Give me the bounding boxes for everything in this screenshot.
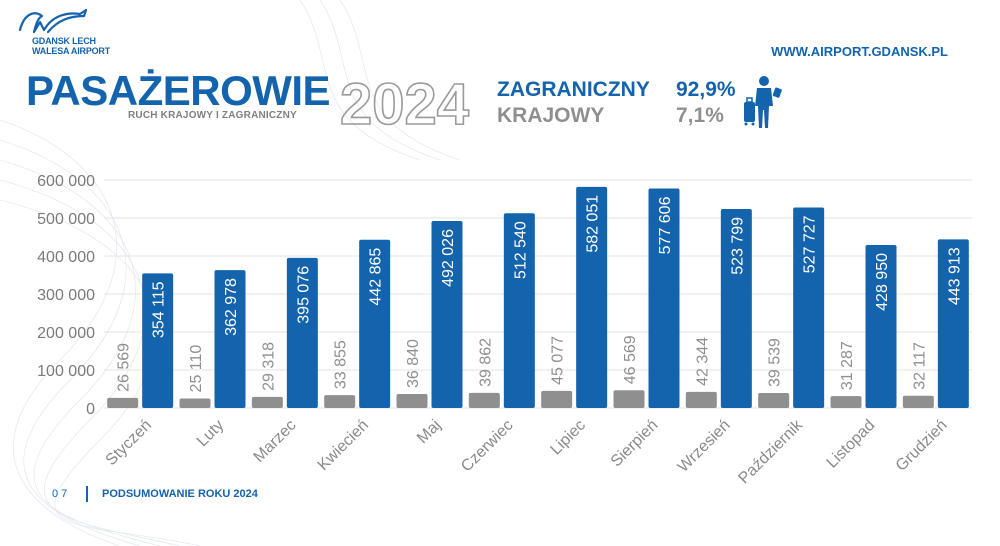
x-tick-label: Luty [194, 417, 227, 450]
bar-domestic [251, 396, 283, 408]
page-title: PASAŻEROWIE [26, 67, 331, 114]
bar-international [142, 273, 174, 408]
bar-domestic [107, 397, 139, 408]
bar-domestic [902, 395, 934, 408]
page-subtitle: RUCH KRAJOWY I ZAGRANICZNY [128, 110, 297, 121]
domestic-label: KRAJOWY [497, 104, 605, 127]
international-percentage: 92,9% [676, 78, 736, 101]
bar-international [359, 239, 391, 408]
data-label-international: 577 606 [657, 196, 674, 254]
logo-line-2: WALESA AIRPORT [32, 46, 111, 56]
data-label-international: 527 727 [802, 215, 819, 273]
bar-domestic [179, 398, 211, 408]
x-tick-label: Listopad [824, 417, 879, 472]
year-outline: 2024 [340, 72, 470, 134]
bar-international [648, 188, 680, 408]
data-label-domestic: 42 344 [694, 337, 711, 386]
x-tick-label: Sierpień [608, 417, 662, 471]
bar-international [431, 221, 463, 408]
data-label-international: 428 950 [874, 253, 891, 311]
data-label-international: 443 913 [946, 247, 963, 305]
x-tick-label: Wrzesień [675, 417, 734, 476]
data-label-international: 582 051 [585, 195, 602, 253]
y-tick-label: 0 [86, 401, 95, 418]
bar-international [720, 208, 752, 408]
airport-logo-mark-icon [18, 8, 88, 34]
bar-international [793, 207, 825, 408]
traveler-with-suitcase-icon [744, 76, 782, 128]
x-tick-label: Styczeń [103, 417, 155, 469]
international-label: ZAGRANICZNY [497, 78, 650, 101]
data-label-domestic: 25 110 [188, 345, 205, 393]
data-label-domestic: 39 539 [767, 338, 784, 387]
airport-logo: GDANSK LECH WALESA AIRPORT [10, 8, 120, 56]
data-label-international: 354 115 [151, 281, 168, 338]
bar-international [576, 186, 608, 408]
logo-line-1: GDANSK LECH [32, 36, 96, 46]
data-label-domestic: 32 117 [911, 342, 928, 390]
bar-domestic [541, 390, 573, 408]
x-tick-label: Październik [735, 416, 806, 487]
bar-domestic [758, 392, 790, 408]
x-tick-label: Marzec [251, 417, 300, 466]
data-label-domestic: 26 569 [116, 343, 133, 392]
data-label-international: 395 076 [295, 266, 312, 324]
passengers-bar-chart: 0 100 000 200 000 300 000 400 000 500 000 600 … [37, 173, 972, 487]
data-label-domestic: 29 318 [260, 342, 277, 391]
x-tick-label: Kwiecień [315, 417, 372, 474]
bar-international [865, 244, 897, 408]
footer-divider [86, 486, 88, 502]
domestic-percentage: 7,1% [676, 104, 724, 127]
bar-international [214, 270, 246, 408]
x-tick-label: Lipiec [547, 417, 589, 459]
data-label-international: 442 865 [368, 248, 385, 306]
data-label-domestic: 45 077 [550, 336, 567, 385]
bar-international [503, 213, 535, 408]
bar-international [286, 257, 318, 408]
x-tick-label: Maj [414, 417, 444, 447]
x-tick-label: Czerwiec [458, 417, 517, 476]
data-label-domestic: 31 287 [839, 341, 856, 390]
footer-title: PODSUMOWANIE ROKU 2024 [102, 488, 258, 500]
bar-domestic [324, 395, 356, 408]
y-tick-label: 300 000 [37, 287, 95, 304]
y-tick-label: 100 000 [37, 363, 95, 380]
website-url[interactable]: WWW.AIRPORT.GDANSK.PL [771, 44, 948, 59]
bar-domestic [613, 390, 645, 408]
data-label-international: 362 978 [223, 278, 240, 336]
data-label-domestic: 39 862 [477, 338, 494, 387]
bar-domestic [468, 392, 500, 408]
y-tick-label: 600 000 [37, 173, 95, 190]
year-text: 2024 [340, 72, 469, 134]
y-tick-label: 500 000 [37, 211, 95, 228]
bar-domestic [685, 391, 717, 408]
data-label-domestic: 46 569 [622, 335, 639, 384]
bar-international [937, 239, 969, 408]
data-label-international: 523 799 [729, 217, 746, 275]
data-label-international: 492 026 [440, 229, 457, 287]
page-number: 07 [52, 488, 71, 500]
y-tick-label: 200 000 [37, 325, 95, 342]
bar-domestic [830, 396, 862, 408]
data-label-international: 512 540 [512, 221, 529, 279]
data-label-domestic: 33 855 [333, 340, 350, 389]
y-tick-label: 400 000 [37, 249, 95, 266]
data-label-domestic: 36 840 [405, 339, 422, 388]
bar-domestic [396, 394, 428, 408]
x-tick-label: Grudzień [893, 417, 951, 475]
